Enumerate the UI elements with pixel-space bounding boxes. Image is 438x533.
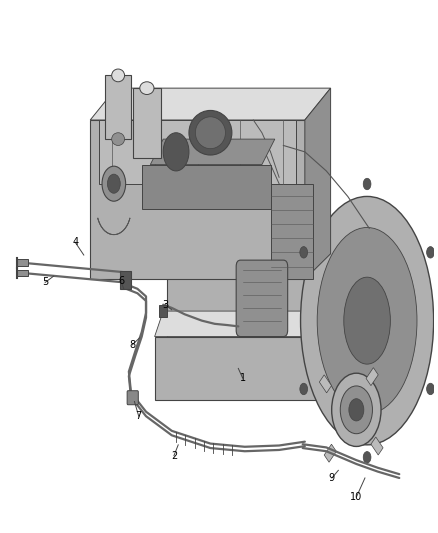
Text: 6: 6: [118, 276, 124, 286]
Ellipse shape: [340, 386, 372, 434]
Ellipse shape: [112, 69, 124, 82]
Ellipse shape: [300, 247, 307, 258]
Bar: [324, 444, 336, 462]
Polygon shape: [105, 75, 131, 139]
Polygon shape: [142, 165, 271, 209]
Ellipse shape: [112, 133, 124, 146]
Ellipse shape: [427, 383, 434, 395]
Ellipse shape: [344, 277, 390, 364]
Ellipse shape: [300, 383, 307, 395]
Polygon shape: [155, 311, 348, 336]
Ellipse shape: [363, 451, 371, 463]
Ellipse shape: [140, 82, 154, 94]
Polygon shape: [133, 88, 161, 158]
Polygon shape: [271, 184, 314, 279]
Bar: [371, 437, 383, 455]
Ellipse shape: [427, 247, 434, 258]
Bar: [366, 368, 378, 386]
Bar: [17, 270, 28, 276]
Bar: [120, 271, 131, 289]
Bar: [319, 375, 332, 393]
Ellipse shape: [317, 228, 417, 414]
Polygon shape: [155, 336, 339, 400]
Text: 9: 9: [329, 473, 335, 483]
Text: 8: 8: [129, 340, 135, 350]
Polygon shape: [99, 120, 296, 184]
Ellipse shape: [189, 110, 232, 155]
Ellipse shape: [349, 399, 364, 421]
FancyBboxPatch shape: [127, 391, 138, 405]
Ellipse shape: [163, 133, 189, 171]
Polygon shape: [90, 88, 331, 120]
Bar: [17, 260, 28, 266]
Text: 2: 2: [171, 451, 177, 461]
Text: 7: 7: [136, 411, 142, 421]
Text: 10: 10: [350, 492, 363, 502]
Polygon shape: [90, 120, 305, 279]
Text: 1: 1: [240, 373, 246, 383]
Polygon shape: [167, 222, 326, 247]
Ellipse shape: [300, 197, 434, 445]
Polygon shape: [314, 222, 326, 349]
Text: 5: 5: [42, 277, 48, 287]
FancyBboxPatch shape: [236, 260, 288, 336]
Ellipse shape: [107, 174, 120, 193]
Ellipse shape: [332, 373, 381, 447]
Polygon shape: [305, 88, 331, 279]
Text: 3: 3: [162, 300, 168, 310]
Polygon shape: [150, 139, 275, 165]
Text: 4: 4: [72, 237, 78, 247]
Ellipse shape: [195, 117, 226, 149]
Ellipse shape: [102, 166, 126, 201]
Polygon shape: [167, 247, 314, 349]
Ellipse shape: [363, 178, 371, 190]
Bar: [159, 305, 166, 318]
